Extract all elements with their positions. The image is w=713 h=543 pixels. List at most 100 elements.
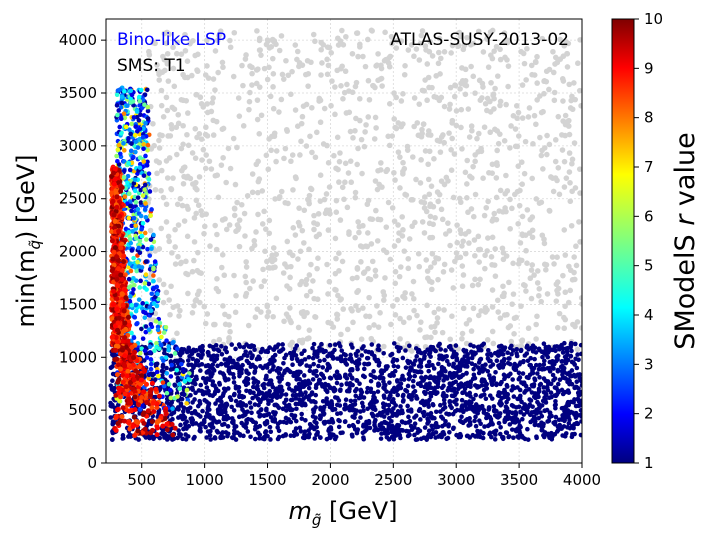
r-point bbox=[158, 342, 164, 348]
gray-point bbox=[457, 33, 464, 40]
gray-point bbox=[378, 160, 384, 166]
r-point bbox=[446, 411, 452, 417]
gray-point bbox=[430, 221, 436, 228]
r-point bbox=[174, 367, 180, 373]
r-point bbox=[299, 351, 304, 357]
r-point bbox=[121, 168, 127, 174]
r-point bbox=[355, 348, 361, 354]
r-point bbox=[453, 379, 459, 385]
gray-point bbox=[289, 68, 295, 75]
r-point bbox=[155, 291, 160, 297]
gray-point bbox=[266, 64, 272, 71]
gray-point bbox=[281, 155, 287, 162]
gray-point bbox=[333, 197, 340, 204]
r-point bbox=[236, 389, 242, 394]
r-point bbox=[119, 94, 125, 99]
r-point bbox=[342, 419, 348, 424]
r-point bbox=[264, 374, 269, 380]
r-point bbox=[318, 405, 323, 410]
gray-point bbox=[284, 283, 290, 289]
r-point bbox=[197, 428, 203, 434]
r-point bbox=[128, 88, 134, 94]
r-point bbox=[435, 384, 441, 390]
r-point bbox=[143, 201, 148, 206]
r-point bbox=[403, 348, 408, 353]
r-point bbox=[464, 364, 470, 369]
gray-point bbox=[288, 91, 294, 98]
r-point bbox=[334, 380, 340, 386]
gray-point bbox=[257, 47, 263, 53]
gray-point bbox=[163, 289, 170, 296]
gray-point bbox=[336, 179, 342, 185]
gray-point bbox=[332, 235, 339, 242]
r-point bbox=[261, 381, 267, 387]
r-point bbox=[376, 347, 382, 353]
gray-point bbox=[225, 145, 232, 152]
gray-point bbox=[416, 263, 423, 270]
r-point bbox=[483, 383, 488, 388]
r-point bbox=[322, 419, 328, 425]
gray-point bbox=[491, 210, 498, 217]
r-point bbox=[122, 89, 127, 94]
gray-point bbox=[436, 97, 443, 104]
gray-point bbox=[212, 87, 218, 93]
gray-point bbox=[573, 262, 580, 269]
gray-point bbox=[303, 143, 310, 149]
gray-point bbox=[311, 295, 317, 302]
r-point bbox=[414, 396, 419, 401]
r-point bbox=[507, 415, 513, 421]
gray-point bbox=[502, 190, 508, 197]
gray-point bbox=[366, 294, 372, 301]
gray-point bbox=[262, 226, 269, 232]
gray-point bbox=[324, 56, 330, 63]
gray-point bbox=[192, 52, 198, 59]
gray-point bbox=[434, 137, 441, 144]
gray-point bbox=[201, 303, 208, 310]
gray-point bbox=[465, 106, 472, 112]
gray-point bbox=[294, 56, 300, 63]
gray-point bbox=[392, 312, 399, 318]
gray-point bbox=[329, 78, 335, 84]
gray-point bbox=[214, 172, 221, 178]
r-point bbox=[134, 129, 140, 134]
gray-point bbox=[204, 63, 210, 69]
gray-point bbox=[276, 47, 283, 54]
gray-point bbox=[392, 268, 399, 275]
gray-point bbox=[184, 58, 191, 64]
gray-point bbox=[204, 101, 210, 107]
gray-point bbox=[418, 199, 425, 205]
r-point bbox=[496, 420, 502, 426]
gray-point bbox=[402, 63, 408, 69]
gray-point bbox=[375, 324, 382, 330]
r-point bbox=[148, 357, 154, 362]
gray-point bbox=[283, 57, 289, 64]
gray-point bbox=[158, 225, 165, 232]
r-point bbox=[325, 361, 331, 367]
gray-point bbox=[485, 235, 491, 241]
r-point bbox=[139, 226, 144, 232]
gray-point bbox=[561, 158, 568, 165]
r-point bbox=[572, 412, 577, 418]
r-point bbox=[176, 407, 181, 412]
r-point bbox=[569, 381, 575, 387]
gray-point bbox=[260, 266, 266, 273]
r-point bbox=[127, 261, 133, 267]
r-point bbox=[418, 364, 424, 369]
r-point bbox=[474, 409, 480, 415]
r-point bbox=[181, 392, 187, 397]
r-point bbox=[395, 392, 401, 398]
r-point bbox=[554, 385, 559, 391]
gray-point bbox=[270, 38, 277, 45]
gray-point bbox=[517, 240, 524, 246]
r-point bbox=[314, 432, 319, 438]
gray-point bbox=[219, 252, 226, 258]
r-point bbox=[547, 359, 553, 365]
gray-point bbox=[524, 260, 530, 266]
gray-point bbox=[469, 175, 475, 181]
gray-point bbox=[489, 170, 495, 176]
r-point bbox=[464, 371, 469, 376]
gray-point bbox=[556, 310, 563, 317]
r-point bbox=[229, 435, 235, 440]
gray-point bbox=[556, 191, 563, 198]
r-point bbox=[390, 430, 395, 435]
